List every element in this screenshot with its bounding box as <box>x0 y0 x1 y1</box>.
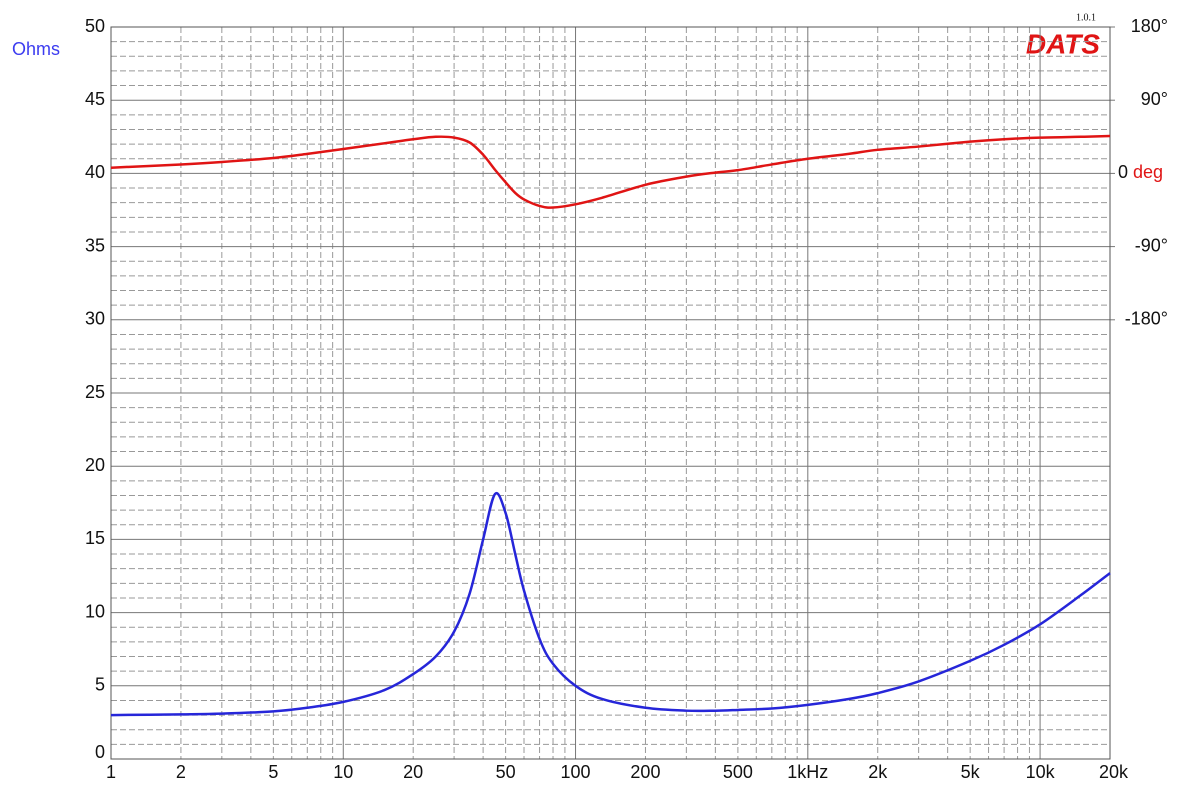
y2-axis-label: deg <box>1133 162 1163 182</box>
y-tick-label: 5 <box>95 675 105 695</box>
x-tick-label: 100 <box>561 762 591 782</box>
x-tick-label: 20k <box>1099 762 1129 782</box>
y-tick-label: 50 <box>85 16 105 36</box>
x-tick-label: 10k <box>1026 762 1056 782</box>
x-tick-label: 10 <box>333 762 353 782</box>
series-line <box>110 491 1111 717</box>
y2-tick-label: 0 <box>1118 162 1128 182</box>
x-tick-label: 1kHz <box>787 762 828 782</box>
logo: DATS <box>1026 28 1100 59</box>
y2-tick-label: 90° <box>1141 89 1168 109</box>
x-tick-label: 200 <box>630 762 660 782</box>
x-tick-label: 500 <box>723 762 753 782</box>
x-tick-label: 5 <box>268 762 278 782</box>
x-tick-label: 5k <box>961 762 981 782</box>
y-tick-label: 35 <box>85 235 105 255</box>
y-tick-label: 0 <box>95 742 105 762</box>
y-tick-label: 45 <box>85 89 105 109</box>
y-tick-label: 15 <box>85 528 105 548</box>
y-tick-label: 30 <box>85 309 105 329</box>
x-tick-label: 50 <box>496 762 516 782</box>
x-tick-label: 20 <box>403 762 423 782</box>
x-tick-label: 2 <box>176 762 186 782</box>
y-tick-label: 25 <box>85 382 105 402</box>
y-tick-label: 40 <box>85 162 105 182</box>
y-tick-label: 20 <box>85 455 105 475</box>
y2-tick-label: -180° <box>1125 309 1168 329</box>
series-line <box>110 134 1111 209</box>
version: 1.0.1 <box>1076 12 1096 23</box>
y-tick-label: 10 <box>85 601 105 621</box>
y-axis-label: Ohms <box>12 39 60 59</box>
x-tick-label: 2k <box>868 762 888 782</box>
y2-tick-label: -90° <box>1135 235 1168 255</box>
plot-frame <box>110 26 1111 760</box>
y2-tick-label: 180° <box>1131 16 1168 36</box>
x-tick-label: 1 <box>106 762 116 782</box>
